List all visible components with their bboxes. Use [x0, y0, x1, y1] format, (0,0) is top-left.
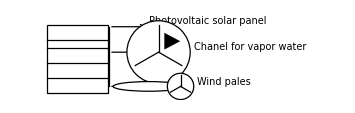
Text: Chanel for vapor water: Chanel for vapor water	[194, 42, 307, 52]
Text: Photovoltaic solar panel: Photovoltaic solar panel	[149, 16, 266, 26]
Ellipse shape	[113, 82, 185, 91]
Polygon shape	[165, 34, 180, 50]
Ellipse shape	[167, 74, 194, 100]
Ellipse shape	[127, 22, 190, 84]
Text: Wind pales: Wind pales	[197, 77, 251, 86]
Bar	[47, 26, 108, 94]
